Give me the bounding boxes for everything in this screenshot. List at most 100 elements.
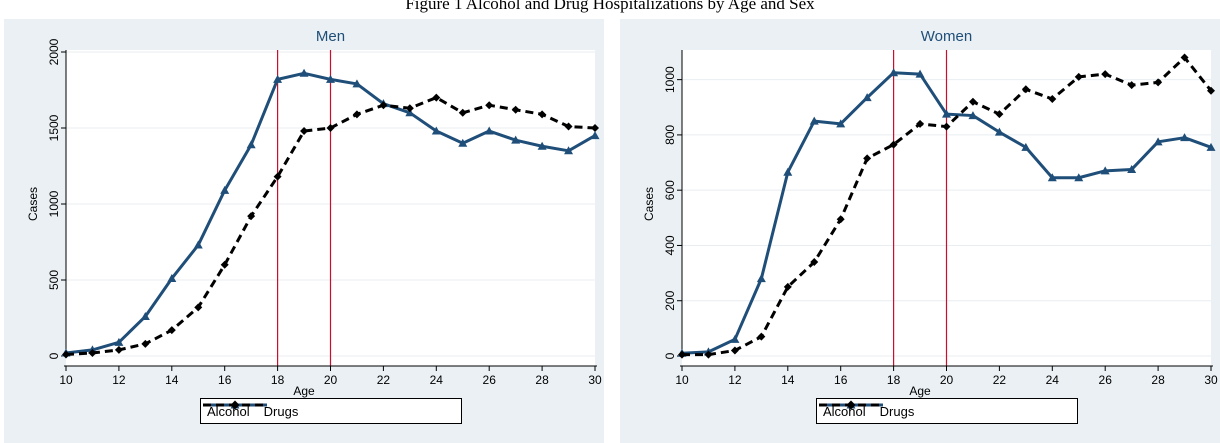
data-point-drugs	[1101, 70, 1110, 79]
x-tick-label: 28	[535, 373, 549, 387]
legend-label-drugs: Drugs	[263, 403, 299, 419]
data-point-drugs	[591, 124, 599, 132]
x-tick-label: 22	[993, 373, 1007, 387]
data-point-drugs	[352, 110, 361, 119]
data-point-alcohol	[352, 79, 362, 88]
y-tick-label: 500	[47, 270, 61, 290]
y-tick-label: 0	[663, 352, 677, 359]
data-point-drugs	[730, 346, 739, 355]
data-point-alcohol	[590, 131, 600, 140]
data-point-drugs	[783, 282, 792, 291]
x-tick-label: 22	[377, 373, 391, 387]
data-point-drugs	[300, 127, 309, 136]
data-point-drugs	[1127, 81, 1136, 90]
legend-item-drugs: Drugs	[819, 400, 915, 419]
data-point-alcohol	[994, 127, 1004, 136]
data-point-alcohol	[809, 116, 819, 125]
x-tick-label: 28	[1151, 373, 1165, 387]
x-tick-label: 12	[112, 373, 126, 387]
data-point-drugs	[194, 303, 203, 312]
chart-men: 0 500 1000 1500 2000 10 12 14 16 18 20 22 24 26 28 30 Ag…	[26, 28, 602, 398]
data-point-drugs	[564, 122, 573, 131]
data-point-alcohol	[140, 311, 150, 320]
x-tick-label: 10	[59, 373, 73, 387]
data-point-drugs	[379, 101, 388, 110]
data-point-alcohol	[167, 273, 177, 282]
data-point-alcohol	[730, 334, 740, 343]
data-point-alcohol	[326, 74, 335, 83]
data-point-alcohol	[1206, 142, 1216, 151]
x-axis-label: Age	[293, 384, 315, 398]
data-point-alcohol	[511, 135, 521, 144]
x-tick-label: 18	[887, 373, 901, 387]
data-point-alcohol	[193, 240, 203, 249]
data-point-alcohol	[405, 108, 415, 117]
data-point-drugs	[863, 154, 872, 163]
data-point-alcohol	[246, 140, 256, 149]
data-point-drugs	[1021, 85, 1030, 94]
y-tick-label: 1000	[663, 66, 677, 93]
chart-panel-women: 0 200 400 600 800 1000 10 12 14 16 18 20 22 24 26 28 30 A…	[620, 19, 1220, 443]
data-point-alcohol	[458, 138, 468, 147]
y-tick-label: 0	[47, 352, 61, 359]
data-point-drugs	[1048, 94, 1057, 103]
y-tick-label: 1000	[47, 190, 61, 217]
data-point-drugs	[968, 97, 977, 106]
data-point-drugs	[704, 350, 713, 359]
chart-title: Women	[921, 28, 972, 45]
y-axis-label: Cases	[642, 187, 656, 221]
data-point-drugs	[511, 105, 520, 114]
data-point-drugs	[485, 101, 494, 110]
x-tick-label: 14	[165, 373, 179, 387]
x-tick-label: 10	[675, 373, 689, 387]
x-tick-label: 18	[271, 373, 285, 387]
data-point-alcohol	[1021, 142, 1031, 151]
y-tick-label: 800	[663, 125, 677, 145]
data-point-drugs	[167, 326, 176, 335]
y-tick-label: 600	[663, 180, 677, 200]
chart-women: 0 200 400 600 800 1000 10 12 14 16 18 20 22 24 26 28 30 A…	[642, 28, 1218, 398]
data-point-alcohol	[564, 146, 574, 155]
data-point-alcohol	[273, 74, 283, 83]
data-point-drugs	[836, 215, 845, 224]
data-point-alcohol	[968, 111, 978, 120]
data-point-alcohol	[484, 126, 494, 135]
legend-label-drugs: Drugs	[879, 403, 915, 419]
data-point-alcohol	[1074, 173, 1084, 182]
data-point-alcohol	[1127, 164, 1137, 173]
data-point-drugs	[62, 350, 70, 359]
data-point-alcohol	[836, 119, 846, 128]
data-point-drugs	[114, 345, 123, 354]
chart-panel-men: 0 500 1000 1500 2000 10 12 14 16 18 20 22 24 26 28 30 Ag…	[4, 19, 604, 443]
data-point-alcohol	[537, 141, 547, 150]
data-point-drugs	[432, 93, 441, 102]
data-point-drugs	[273, 172, 282, 181]
legend-label-alcohol: Alcohol	[207, 403, 250, 419]
x-tick-label: 20	[324, 373, 338, 387]
y-axis-label: Cases	[26, 187, 40, 221]
legend-men: Alcohol Drugs	[200, 398, 462, 424]
data-point-drugs	[458, 108, 467, 117]
data-point-alcohol	[1047, 173, 1057, 182]
data-point-drugs	[326, 124, 335, 132]
x-tick-label: 14	[781, 373, 795, 387]
data-point-alcohol	[862, 93, 872, 102]
data-point-drugs	[1207, 86, 1215, 95]
y-tick-label: 200	[663, 290, 677, 310]
legend-women: Alcohol Drugs	[816, 398, 1078, 424]
y-tick-label: 2000	[47, 38, 61, 65]
data-point-alcohol	[299, 68, 309, 77]
data-point-drugs	[247, 212, 256, 221]
chart-title: Men	[316, 28, 345, 45]
x-tick-label: 30	[1204, 373, 1218, 387]
x-tick-label: 24	[1046, 373, 1060, 387]
data-point-drugs	[1154, 78, 1163, 87]
data-point-drugs	[889, 140, 898, 149]
data-point-drugs	[810, 258, 819, 267]
legend-label-alcohol: Alcohol	[823, 403, 866, 419]
data-point-alcohol	[783, 167, 793, 176]
data-point-drugs	[538, 110, 547, 119]
data-point-alcohol	[431, 126, 441, 135]
data-point-alcohol	[915, 69, 925, 78]
data-point-drugs	[1180, 53, 1189, 62]
